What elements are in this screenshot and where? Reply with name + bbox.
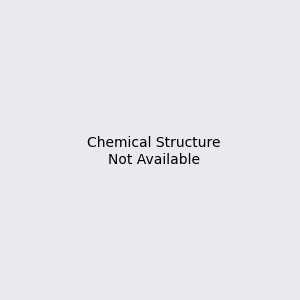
Text: Chemical Structure
Not Available: Chemical Structure Not Available — [87, 136, 220, 166]
